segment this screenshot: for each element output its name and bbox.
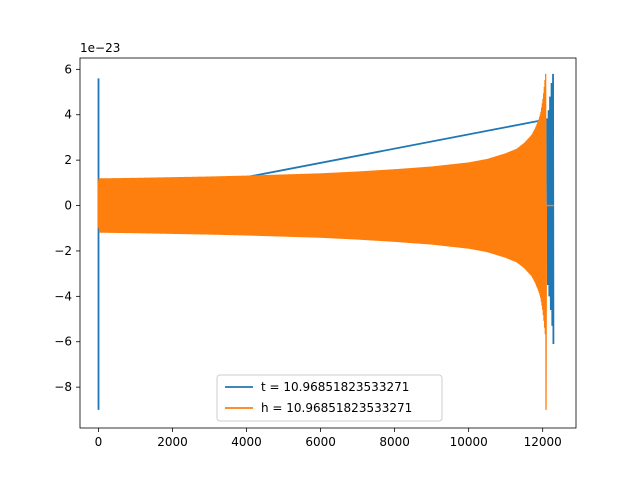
x-tick-label: 12000 bbox=[524, 435, 562, 449]
y-tick-label: 6 bbox=[64, 62, 72, 76]
x-tick-label: 0 bbox=[95, 435, 103, 449]
y-tick-label: −8 bbox=[54, 380, 72, 394]
x-tick-label: 10000 bbox=[450, 435, 488, 449]
legend-box bbox=[216, 374, 443, 422]
y-offset-text: 1e−23 bbox=[80, 41, 120, 55]
x-tick-label: 6000 bbox=[305, 435, 336, 449]
x-tick-label: 4000 bbox=[231, 435, 262, 449]
series-layer bbox=[97, 73, 555, 410]
legend: t = 10.96851823533271 h = 10.968518235332… bbox=[216, 374, 443, 422]
y-tick-label: 4 bbox=[64, 108, 72, 122]
plot-frame bbox=[79, 57, 577, 429]
y-axis: −8 −6 −4 −2 0 2 4 6 bbox=[54, 62, 80, 394]
y-tick-label: 2 bbox=[64, 153, 72, 167]
y-tick-label: 0 bbox=[64, 199, 72, 213]
x-tick-label: 8000 bbox=[379, 435, 410, 449]
y-tick-label: −6 bbox=[54, 335, 72, 349]
x-tick-label: 2000 bbox=[157, 435, 188, 449]
y-tick-label: −2 bbox=[54, 244, 72, 258]
x-axis: 0 2000 4000 6000 8000 10000 12000 bbox=[95, 428, 562, 449]
legend-label: h = 10.96851823533271 bbox=[261, 401, 412, 415]
legend-label: t = 10.96851823533271 bbox=[261, 380, 409, 394]
y-tick-label: −4 bbox=[54, 289, 72, 303]
series-h-line bbox=[97, 73, 554, 410]
